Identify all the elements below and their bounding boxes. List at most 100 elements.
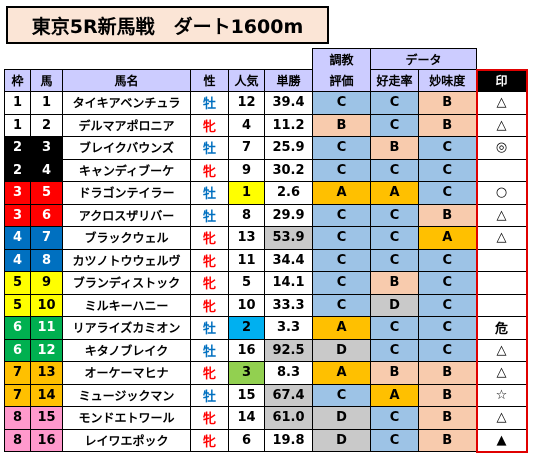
ninki-cell: 6: [228, 428, 265, 452]
chokyo-grade-cell: C: [312, 248, 371, 272]
sex-cell: 牝: [190, 271, 229, 295]
kousou-grade-cell: C: [370, 248, 419, 272]
race-table-body: 1 1 タイキアベンチュラ牡 12 39.4 C C B △ 1 2 デルマアポロニア牝 4 11.2 B C…: [4, 91, 528, 453]
sex-cell: 牡: [190, 316, 229, 340]
waku-cell: 1: [4, 91, 31, 115]
header-data-group: データ: [370, 48, 477, 70]
kousou-grade-cell: C: [370, 203, 419, 227]
odds-cell: 2.6: [264, 181, 313, 205]
shirushi-mark-cell: ○: [475, 181, 528, 205]
sex-cell: 牡: [190, 181, 229, 205]
shirushi-mark-cell: △: [475, 203, 528, 227]
myomi-grade-cell: C: [418, 338, 477, 362]
shirushi-mark-cell: [475, 158, 528, 182]
waku-cell: 6: [4, 338, 31, 362]
kousou-grade-cell: B: [370, 271, 419, 295]
odds-cell: 33.3: [264, 293, 313, 317]
kousou-grade-cell: C: [370, 316, 419, 340]
sex-cell: 牡: [190, 136, 229, 160]
chokyo-grade-cell: C: [312, 271, 371, 295]
kousou-grade-cell: C: [370, 113, 419, 137]
table-row: 5 9 ブランディストック牝 5 14.1 C B C: [4, 271, 528, 295]
header-bamei: 馬名: [62, 69, 191, 92]
header-tansho: 単勝: [264, 69, 313, 92]
uma-cell: 13: [30, 361, 63, 385]
shirushi-mark-cell: ◎: [475, 136, 528, 160]
kousou-grade-cell: C: [370, 226, 419, 250]
horse-name-cell: ドラゴンテイラー: [62, 181, 191, 205]
odds-cell: 14.1: [264, 271, 313, 295]
ninki-cell: 1: [228, 181, 265, 205]
waku-cell: 2: [4, 136, 31, 160]
table-row: 8 16 レイワエポック牝 6 19.8 D C B ▲: [4, 428, 528, 453]
sex-cell: 牝: [190, 428, 229, 452]
myomi-grade-cell: C: [418, 271, 477, 295]
chokyo-grade-cell: A: [312, 361, 371, 385]
chokyo-grade-cell: D: [312, 428, 371, 452]
horse-name-cell: モンドエトワール: [62, 406, 191, 430]
table-row: 1 2 デルマアポロニア牝 4 11.2 B C B △: [4, 113, 528, 137]
kousou-grade-cell: C: [370, 158, 419, 182]
ninki-cell: 7: [228, 136, 265, 160]
ninki-cell: 13: [228, 226, 265, 250]
shirushi-mark-cell: ☆: [475, 383, 528, 407]
waku-cell: 5: [4, 293, 31, 317]
ninki-cell: 14: [228, 406, 265, 430]
shirushi-mark-cell: △: [475, 361, 528, 385]
myomi-grade-cell: B: [418, 203, 477, 227]
header-chokyo-bottom: 評価: [312, 69, 371, 92]
kousou-grade-cell: D: [370, 293, 419, 317]
odds-cell: 3.3: [264, 316, 313, 340]
shirushi-mark-cell: △: [475, 406, 528, 430]
odds-cell: 19.8: [264, 428, 313, 452]
ninki-cell: 11: [228, 248, 265, 272]
uma-cell: 5: [30, 181, 63, 205]
shirushi-mark-cell: [475, 248, 528, 272]
shirushi-mark-cell: △: [475, 338, 528, 362]
horse-name-cell: アクロスザリバー: [62, 203, 191, 227]
kousou-grade-cell: C: [370, 338, 419, 362]
kousou-grade-cell: C: [370, 428, 419, 452]
uma-cell: 1: [30, 91, 63, 115]
header-waku: 枠: [4, 69, 31, 92]
uma-cell: 9: [30, 271, 63, 295]
ninki-cell: 2: [228, 316, 265, 340]
header-sei: 性: [190, 69, 229, 92]
shirushi-mark-cell: [475, 271, 528, 295]
waku-cell: 2: [4, 158, 31, 182]
horse-name-cell: キタノブレイク: [62, 338, 191, 362]
kousou-grade-cell: C: [370, 406, 419, 430]
table-row: 1 1 タイキアベンチュラ牡 12 39.4 C C B △: [4, 91, 528, 115]
myomi-grade-cell: B: [418, 361, 477, 385]
waku-cell: 1: [4, 113, 31, 137]
chokyo-grade-cell: C: [312, 203, 371, 227]
myomi-grade-cell: B: [418, 428, 477, 452]
uma-cell: 11: [30, 316, 63, 340]
ninki-cell: 16: [228, 338, 265, 362]
chokyo-grade-cell: D: [312, 338, 371, 362]
shirushi-mark-cell: ▲: [475, 428, 528, 453]
chokyo-grade-cell: C: [312, 293, 371, 317]
myomi-grade-cell: B: [418, 91, 477, 115]
uma-cell: 14: [30, 383, 63, 407]
myomi-grade-cell: C: [418, 136, 477, 160]
chokyo-grade-cell: C: [312, 383, 371, 407]
myomi-grade-cell: B: [418, 406, 477, 430]
myomi-grade-cell: C: [418, 316, 477, 340]
sex-cell: 牝: [190, 226, 229, 250]
horse-name-cell: キャンディブーケ: [62, 158, 191, 182]
odds-cell: 39.4: [264, 91, 313, 115]
odds-cell: 61.0: [264, 406, 313, 430]
shirushi-mark-cell: 危: [475, 316, 528, 340]
kousou-grade-cell: B: [370, 136, 419, 160]
odds-cell: 8.3: [264, 361, 313, 385]
sex-cell: 牝: [190, 158, 229, 182]
sex-cell: 牝: [190, 248, 229, 272]
sex-cell: 牝: [190, 293, 229, 317]
odds-cell: 67.4: [264, 383, 313, 407]
waku-cell: 4: [4, 226, 31, 250]
table-row: 6 12 キタノブレイク牡 16 92.5 D C C △: [4, 338, 528, 362]
header-chokyo-top: 調教: [312, 48, 371, 70]
myomi-grade-cell: C: [418, 293, 477, 317]
odds-cell: 53.9: [264, 226, 313, 250]
